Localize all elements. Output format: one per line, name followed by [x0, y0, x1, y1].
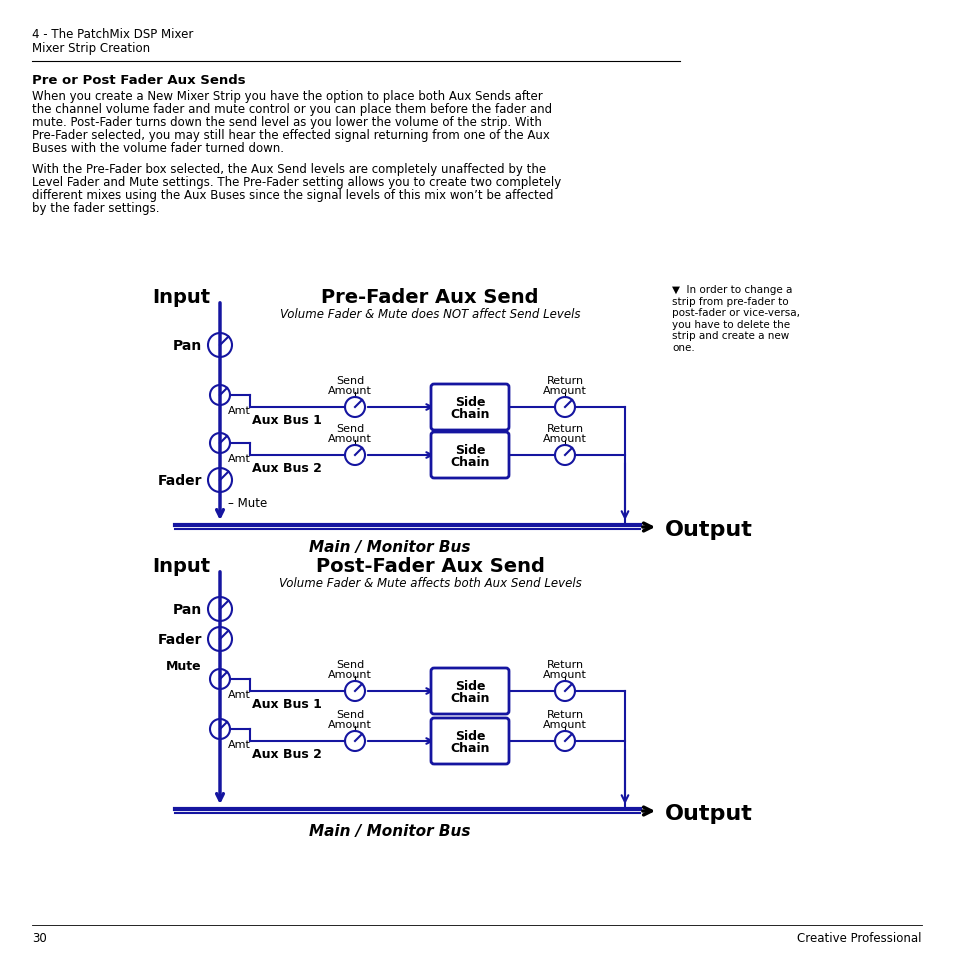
Text: 30: 30 [32, 931, 47, 944]
FancyBboxPatch shape [431, 385, 509, 431]
Text: Input: Input [152, 557, 210, 576]
Text: When you create a New Mixer Strip you have the option to place both Aux Sends af: When you create a New Mixer Strip you ha… [32, 90, 542, 103]
Text: Level Fader and Mute settings. The Pre-Fader setting allows you to create two co: Level Fader and Mute settings. The Pre-F… [32, 175, 560, 189]
Text: by the fader settings.: by the fader settings. [32, 202, 159, 214]
Text: Amt: Amt [228, 454, 251, 463]
Text: Amount: Amount [542, 434, 586, 443]
Text: ▼  In order to change a
strip from pre-fader to
post-fader or vice-versa,
you ha: ▼ In order to change a strip from pre-fa… [671, 285, 800, 353]
Text: Main / Monitor Bus: Main / Monitor Bus [309, 823, 470, 838]
Text: Amount: Amount [328, 720, 372, 729]
Text: Amt: Amt [228, 689, 251, 700]
Text: Amount: Amount [328, 386, 372, 395]
Text: Side: Side [455, 679, 485, 693]
Text: Volume Fader & Mute does NOT affect Send Levels: Volume Fader & Mute does NOT affect Send… [279, 308, 579, 320]
Text: Chain: Chain [450, 456, 489, 469]
Text: Fader: Fader [157, 474, 202, 488]
Text: Volume Fader & Mute affects both Aux Send Levels: Volume Fader & Mute affects both Aux Sen… [278, 577, 580, 589]
Text: Pan: Pan [172, 338, 202, 353]
Text: Chain: Chain [450, 741, 489, 755]
Text: Buses with the volume fader turned down.: Buses with the volume fader turned down. [32, 142, 284, 154]
Text: 4 - The PatchMix DSP Mixer: 4 - The PatchMix DSP Mixer [32, 28, 193, 41]
Text: Output: Output [664, 803, 752, 823]
Text: Side: Side [455, 396, 485, 409]
Text: Aux Bus 2: Aux Bus 2 [252, 748, 321, 760]
Text: Pan: Pan [172, 602, 202, 617]
Text: Return: Return [546, 375, 583, 386]
Text: Amount: Amount [542, 720, 586, 729]
Text: Mute: Mute [166, 659, 202, 673]
Text: Mixer Strip Creation: Mixer Strip Creation [32, 42, 150, 55]
Text: Return: Return [546, 659, 583, 669]
Text: Fader: Fader [157, 633, 202, 646]
Text: Pre or Post Fader Aux Sends: Pre or Post Fader Aux Sends [32, 74, 245, 87]
Text: With the Pre-Fader box selected, the Aux Send levels are completely unaffected b: With the Pre-Fader box selected, the Aux… [32, 163, 545, 175]
Text: Return: Return [546, 423, 583, 434]
Text: Chain: Chain [450, 692, 489, 705]
Text: Amount: Amount [328, 669, 372, 679]
Text: Chain: Chain [450, 408, 489, 421]
Text: Send: Send [335, 423, 364, 434]
Text: the channel volume fader and mute control or you can place them before the fader: the channel volume fader and mute contro… [32, 103, 552, 116]
Text: Amount: Amount [542, 669, 586, 679]
Text: Side: Side [455, 444, 485, 457]
Text: Main / Monitor Bus: Main / Monitor Bus [309, 539, 470, 555]
Text: Aux Bus 1: Aux Bus 1 [252, 414, 321, 427]
Text: mute. Post-Fader turns down the send level as you lower the volume of the strip.: mute. Post-Fader turns down the send lev… [32, 116, 541, 129]
FancyBboxPatch shape [431, 668, 509, 714]
Text: Amt: Amt [228, 740, 251, 749]
Text: Pre-Fader selected, you may still hear the effected signal returning from one of: Pre-Fader selected, you may still hear t… [32, 129, 549, 142]
FancyBboxPatch shape [431, 433, 509, 478]
Text: different mixes using the Aux Buses since the signal levels of this mix won’t be: different mixes using the Aux Buses sinc… [32, 189, 553, 202]
Text: Amt: Amt [228, 406, 251, 416]
Text: Post-Fader Aux Send: Post-Fader Aux Send [315, 557, 544, 576]
Text: Return: Return [546, 709, 583, 720]
Text: Aux Bus 1: Aux Bus 1 [252, 698, 321, 711]
Text: Output: Output [664, 519, 752, 539]
Text: Side: Side [455, 730, 485, 742]
FancyBboxPatch shape [431, 719, 509, 764]
Text: Amount: Amount [542, 386, 586, 395]
Text: Send: Send [335, 659, 364, 669]
Text: Send: Send [335, 375, 364, 386]
Text: – Mute: – Mute [228, 497, 267, 510]
Text: Pre-Fader Aux Send: Pre-Fader Aux Send [321, 288, 538, 307]
Text: Amount: Amount [328, 434, 372, 443]
Text: Aux Bus 2: Aux Bus 2 [252, 462, 321, 475]
Text: Input: Input [152, 288, 210, 307]
Text: Creative Professional: Creative Professional [797, 931, 921, 944]
Text: Send: Send [335, 709, 364, 720]
